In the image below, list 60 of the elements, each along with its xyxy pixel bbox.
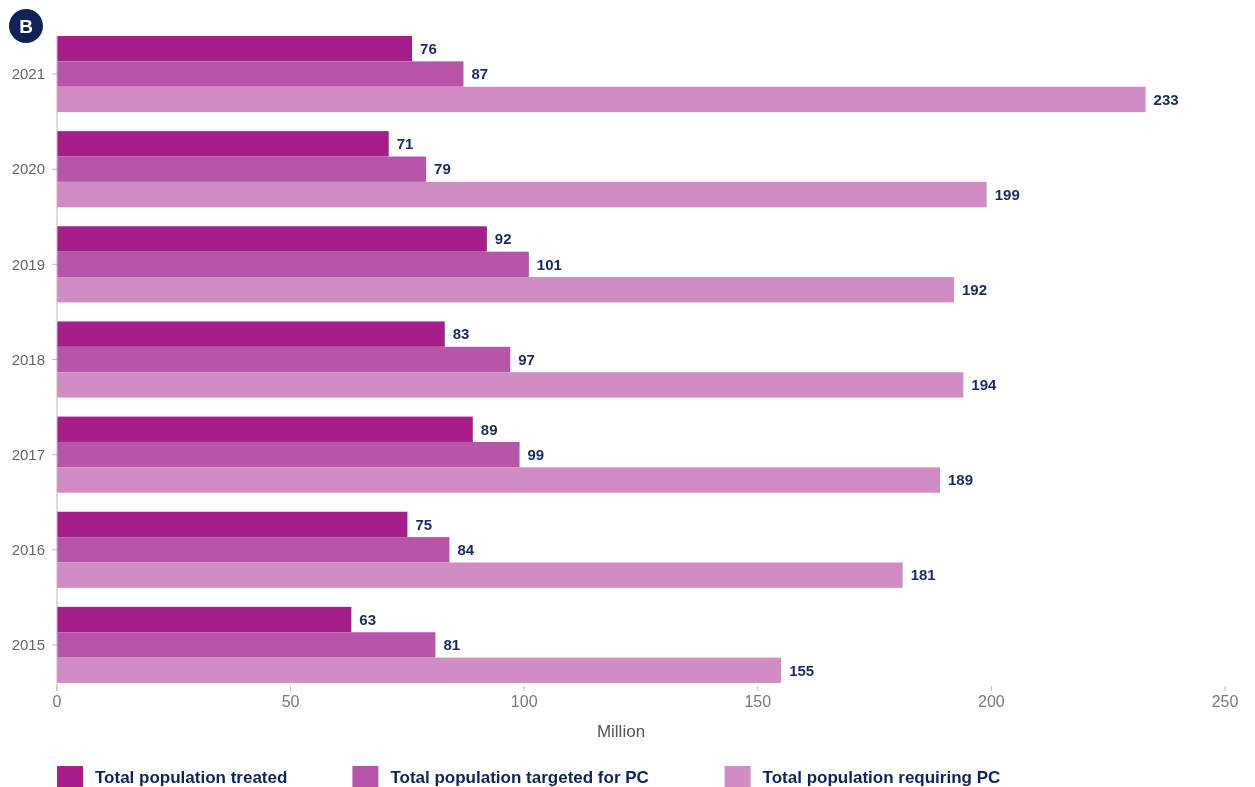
legend-label: Total population requiring PC <box>762 767 1001 787</box>
data-label: 63 <box>359 610 377 628</box>
bar <box>57 346 511 373</box>
bar <box>57 372 964 398</box>
bar <box>57 657 782 683</box>
data-label: 189 <box>948 471 974 489</box>
bar <box>57 467 941 493</box>
bar <box>57 606 352 633</box>
data-label: 81 <box>443 636 461 654</box>
data-label: 97 <box>518 350 535 368</box>
bar <box>57 156 427 182</box>
y-tick-label: 2019 <box>11 255 45 273</box>
x-tick-label: 200 <box>978 693 1005 710</box>
data-label: 101 <box>536 255 562 273</box>
data-label: 155 <box>789 661 815 679</box>
data-label: 89 <box>480 420 498 438</box>
y-tick-label: 2015 <box>11 636 45 654</box>
x-axis-title: Million <box>596 722 646 741</box>
bar <box>57 131 389 157</box>
data-label: 84 <box>457 541 475 559</box>
bar <box>57 321 445 347</box>
data-label: 233 <box>1153 90 1179 108</box>
data-label: 199 <box>994 185 1020 203</box>
bar <box>57 537 450 563</box>
x-tick-label: 150 <box>744 693 772 710</box>
bar <box>57 277 955 303</box>
data-label: 79 <box>434 160 451 178</box>
data-label: 76 <box>420 39 437 57</box>
bar <box>57 511 408 538</box>
data-label: 192 <box>962 280 988 298</box>
bar <box>57 562 903 588</box>
bar <box>57 441 520 468</box>
x-tick-label: 50 <box>281 693 300 710</box>
data-label: 71 <box>396 135 414 153</box>
legend-label: Total population targeted for PC <box>390 767 649 787</box>
bar <box>57 226 487 252</box>
y-tick-label: 2016 <box>11 541 45 559</box>
text: B <box>19 15 33 37</box>
x-tick-label: 100 <box>510 693 538 710</box>
bar <box>57 632 436 658</box>
y-tick-label: 2021 <box>11 65 45 83</box>
data-label: 87 <box>471 65 489 83</box>
bar <box>57 251 529 278</box>
data-label: 194 <box>971 376 998 394</box>
y-tick-label: 2020 <box>11 160 45 178</box>
bar <box>57 61 464 87</box>
data-label: 99 <box>527 445 545 463</box>
data-label: 75 <box>415 515 433 533</box>
x-tick-label: 250 <box>1211 693 1239 710</box>
bar <box>57 416 473 442</box>
data-label: 92 <box>494 230 512 248</box>
bar <box>57 86 1146 113</box>
y-tick-label: 2018 <box>11 350 45 368</box>
data-label: 83 <box>452 325 470 343</box>
bar <box>57 181 987 208</box>
y-tick-label: 2017 <box>11 445 45 463</box>
bar <box>57 36 413 62</box>
x-tick-label: 0 <box>52 693 62 710</box>
legend-label: Total population treated <box>95 767 288 787</box>
data-label: 181 <box>910 566 936 584</box>
